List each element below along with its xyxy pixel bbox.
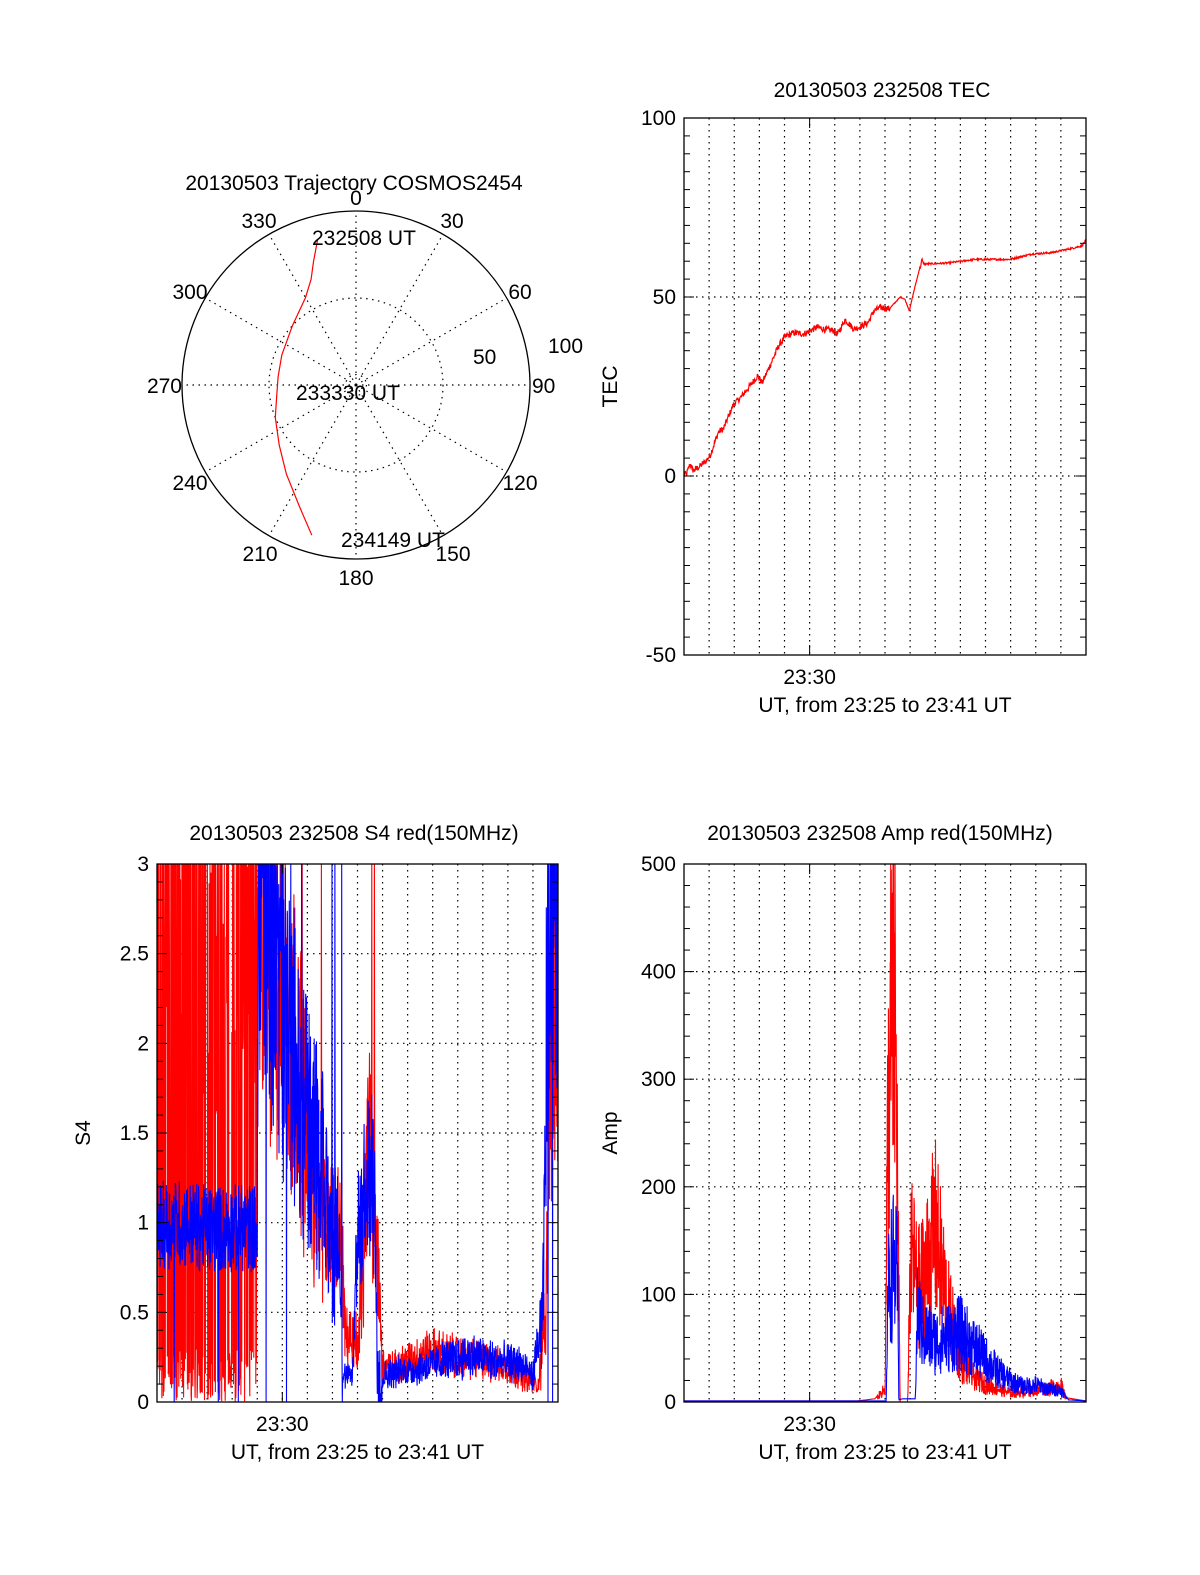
tec-ticks — [684, 118, 1086, 655]
s4-series — [157, 864, 558, 1402]
amp-ytick-label: 200 — [641, 1176, 676, 1199]
amp-grid — [684, 864, 1086, 1402]
series-holder — [684, 238, 1086, 476]
radial-grid-circle-center — [344, 373, 368, 397]
amp-xlabel: UT, from 23:25 to 23:41 UT — [758, 1441, 1011, 1464]
tec-title: 20130503 232508 TEC — [774, 79, 991, 102]
azimuth-tick-label: 330 — [241, 210, 276, 233]
series-line-red — [684, 238, 1086, 476]
amp-ticks — [684, 864, 1086, 1402]
series-holder — [157, 864, 558, 1402]
series-holder — [684, 864, 1086, 1402]
amp-series — [684, 864, 1086, 1402]
series-line-blue — [684, 1194, 1086, 1402]
azimuth-spoke — [355, 297, 507, 386]
azimuth-tick-label: 210 — [242, 543, 277, 566]
amp-ytick-label: 400 — [641, 961, 676, 984]
s4-ytick-label: 3 — [137, 853, 149, 876]
azimuth-tick-label: 240 — [172, 472, 207, 495]
polar-title: 20130503 Trajectory COSMOS2454 — [185, 172, 523, 195]
amp-ytick-label: 0 — [664, 1391, 676, 1414]
tec-series — [684, 238, 1086, 476]
series-line-blue — [157, 864, 558, 1402]
tec-ytick-label: 50 — [653, 286, 676, 309]
tec-panel: 20130503 232508 TEC 23:30 UT, from 23:25… — [599, 79, 1087, 717]
amp-panel: 20130503 232508 Amp red(150MHz) 23:30 UT… — [599, 822, 1087, 1464]
trajectory-start-label: 232508 UT — [312, 227, 416, 250]
tec-ytick-label: 100 — [641, 107, 676, 130]
s4-ticks — [157, 864, 558, 1402]
amp-ytick-label: 100 — [641, 1283, 676, 1306]
azimuth-tick-label: 270 — [147, 375, 182, 398]
azimuth-spoke — [205, 384, 357, 473]
azimuth-spoke — [268, 234, 357, 386]
azimuth-tick-label: 150 — [435, 543, 470, 566]
amp-plot-frame — [683, 863, 1087, 1403]
polar-trajectory-panel: 20130503 Trajectory COSMOS2454 0 30 60 90 12… — [147, 172, 583, 590]
polar-outer-circle — [181, 210, 531, 560]
trajectory-mid-label: 233330 UT — [296, 382, 400, 405]
s4-ytick-label: 1.5 — [120, 1122, 149, 1145]
tec-ylabel: TEC — [599, 366, 622, 408]
s4-xtick-label: 23:30 — [256, 1413, 309, 1436]
azimuth-spoke — [205, 297, 357, 386]
azimuth-spoke — [355, 384, 444, 536]
amp-xtick-label: 23:30 — [783, 1413, 836, 1436]
tec-grid — [684, 118, 1086, 655]
s4-xlabel: UT, from 23:25 to 23:41 UT — [231, 1441, 484, 1464]
azimuth-tick-label: 60 — [508, 281, 531, 304]
s4-title: 20130503 232508 S4 red(150MHz) — [189, 822, 518, 845]
azimuth-tick-label: 180 — [338, 567, 373, 590]
radial-tick-label: 50 — [473, 346, 496, 369]
amp-title: 20130503 232508 Amp red(150MHz) — [707, 822, 1053, 845]
series-line-red — [684, 864, 1086, 1402]
amp-ylabel: Amp — [599, 1111, 622, 1154]
s4-ylabel: S4 — [72, 1120, 95, 1146]
azimuth-tick-label: 30 — [440, 210, 463, 233]
series-line-red — [157, 864, 558, 1402]
s4-ytick-label: 0.5 — [120, 1301, 149, 1324]
azimuth-tick-label: 120 — [502, 472, 537, 495]
s4-ytick-label: 0 — [137, 1391, 149, 1414]
trajectory-end-label: 234149 UT — [341, 529, 445, 552]
amp-ytick-label: 300 — [641, 1068, 676, 1091]
tec-ytick-label: -50 — [646, 644, 676, 667]
s4-ytick-label: 1 — [137, 1212, 149, 1235]
s4-ytick-label: 2 — [137, 1032, 149, 1055]
radial-grid-circle-50 — [268, 297, 444, 473]
azimuth-spoke — [268, 384, 357, 536]
s4-panel: 20130503 232508 S4 red(150MHz) 23:30 UT,… — [72, 822, 559, 1464]
radial-tick-label: 100 — [548, 335, 583, 358]
azimuth-tick-label: 300 — [172, 281, 207, 304]
polar-grid — [182, 211, 530, 559]
azimuth-spoke — [355, 384, 507, 473]
trajectory-line — [274, 239, 319, 536]
s4-ytick-label: 2.5 — [120, 943, 149, 966]
tec-xlabel: UT, from 23:25 to 23:41 UT — [758, 694, 1011, 717]
amp-ytick-label: 500 — [641, 853, 676, 876]
azimuth-spoke — [355, 234, 444, 386]
tec-ytick-label: 0 — [664, 465, 676, 488]
polar-angle-labels: 0 30 60 90 120 150 180 210 240 270 300 330 — [147, 187, 555, 590]
azimuth-tick-label: 0 — [350, 187, 362, 210]
azimuth-tick-label: 90 — [532, 375, 555, 398]
tec-xtick-label: 23:30 — [783, 666, 836, 689]
